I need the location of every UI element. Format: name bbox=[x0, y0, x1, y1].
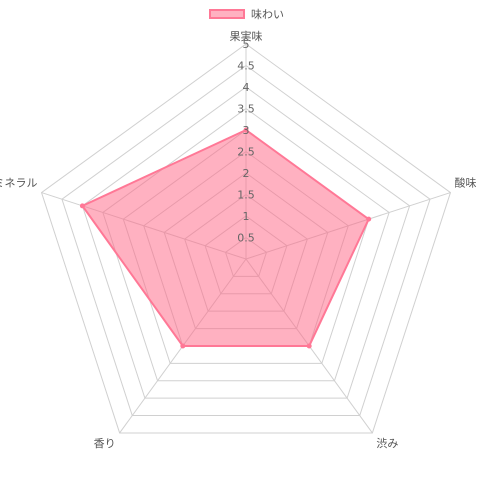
axis-label: 果実味 bbox=[230, 29, 263, 43]
axis-label: ミネラル bbox=[0, 177, 38, 190]
data-point[interactable] bbox=[306, 343, 312, 349]
legend-label: 味わい bbox=[251, 8, 284, 21]
tick-label: 4.5 bbox=[237, 60, 255, 73]
series-area bbox=[80, 128, 370, 347]
tick-label: 2 bbox=[243, 167, 250, 180]
axis-label: 香り bbox=[94, 437, 116, 450]
tick-label: 5 bbox=[243, 38, 250, 51]
tick-label: 3 bbox=[243, 124, 250, 137]
grid-ring bbox=[81, 86, 411, 399]
axis-label: 渋み bbox=[376, 437, 398, 450]
tick-label: 1 bbox=[243, 210, 250, 223]
data-point[interactable] bbox=[79, 203, 85, 209]
radar-ticks: 0.5 1 1.5 2 2.5 3 3.5 4 4.5 5 bbox=[237, 38, 255, 245]
grid-ring bbox=[61, 64, 431, 417]
data-point[interactable] bbox=[243, 127, 249, 133]
tick-label: 3.5 bbox=[237, 103, 255, 116]
data-point[interactable] bbox=[366, 216, 372, 222]
tick-label: 0.5 bbox=[237, 232, 255, 245]
legend[interactable]: 味わい bbox=[0, 6, 493, 22]
axis-label: 酸味 bbox=[454, 176, 476, 190]
data-point[interactable] bbox=[180, 343, 186, 349]
tick-label: 4 bbox=[243, 81, 250, 94]
radar-series bbox=[79, 127, 372, 349]
tick-label: 1.5 bbox=[237, 189, 255, 202]
tick-label: 2.5 bbox=[237, 146, 255, 159]
grid-ring bbox=[40, 43, 452, 434]
legend-swatch bbox=[209, 9, 245, 19]
